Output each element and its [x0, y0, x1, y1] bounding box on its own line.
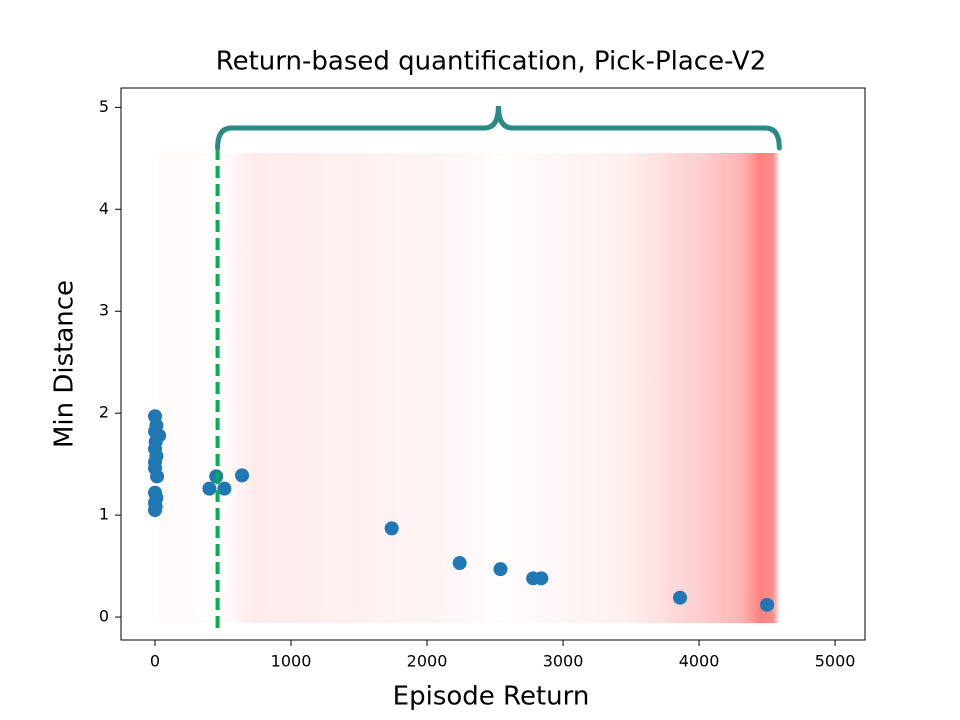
point — [235, 468, 250, 483]
x-tick-label: 2000 — [407, 652, 448, 671]
y-tick-label: 0 — [99, 607, 109, 626]
point — [150, 469, 165, 484]
plot-area: 0 1000 2000 3000 4000 5000 0 1 2 3 4 5 — [99, 87, 866, 671]
y-tick-label: 1 — [99, 505, 109, 524]
x-tick-label: 1000 — [271, 652, 312, 671]
y-tick-label: 5 — [99, 97, 109, 116]
point — [534, 571, 549, 586]
chart-title: Return-based quantification, Pick-Place-… — [216, 47, 767, 77]
x-tick-label: 0 — [150, 652, 160, 671]
point — [760, 597, 775, 612]
x-axis-label: Episode Return — [393, 682, 590, 712]
y-axis-label: Min Distance — [50, 280, 80, 448]
point — [673, 590, 688, 605]
axes-frame — [120, 87, 866, 641]
point — [202, 481, 217, 496]
y-tick-label: 4 — [99, 199, 109, 218]
point — [452, 556, 467, 571]
point — [217, 481, 232, 496]
y-tick-label: 2 — [99, 403, 109, 422]
x-tick-label: 4000 — [679, 652, 720, 671]
point — [384, 521, 399, 536]
point — [148, 503, 163, 518]
return-shading — [159, 153, 780, 623]
point — [493, 562, 508, 577]
x-tick-label: 3000 — [543, 652, 584, 671]
y-tick-label: 3 — [99, 301, 109, 320]
brace — [215, 105, 782, 151]
x-tick-label: 5000 — [815, 652, 856, 671]
